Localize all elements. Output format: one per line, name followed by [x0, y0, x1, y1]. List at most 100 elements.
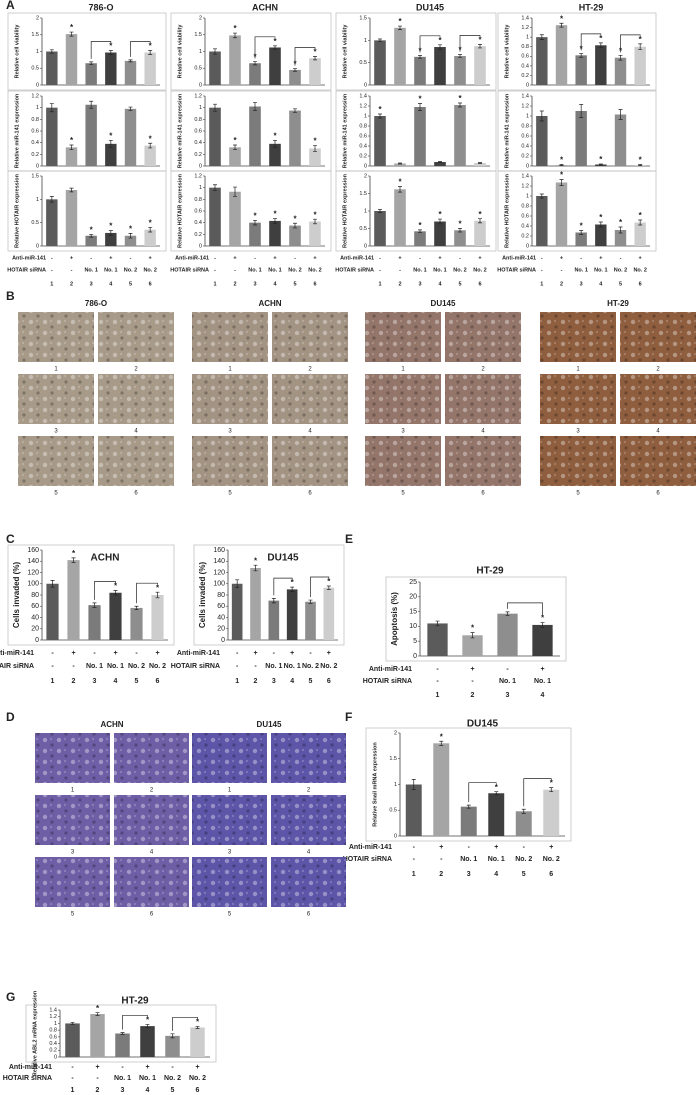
bar: [575, 232, 587, 246]
bar: [405, 784, 422, 836]
significance-mark: *: [478, 210, 482, 219]
chart-frame: [335, 170, 497, 252]
significance-mark: *: [109, 42, 113, 51]
condition-cell: No. 2: [320, 663, 337, 670]
y-tick-label: 1: [199, 185, 202, 191]
condition-cell: No. 2: [453, 267, 466, 273]
chart-title: 786-O: [88, 2, 113, 12]
lane-number: 4: [109, 281, 113, 287]
condition-cell: +: [540, 666, 544, 673]
y-tick-label: 0.8: [521, 123, 529, 129]
micrograph-label: 2: [134, 367, 138, 373]
bracket: [507, 602, 543, 615]
bar: [595, 45, 607, 85]
condition-label: Anti-miR-141: [177, 650, 220, 657]
lane-number: 3: [580, 281, 583, 287]
y-tick-label: 0.5: [359, 60, 367, 66]
condition-cell: No. 1: [86, 663, 103, 670]
y-axis-label: Relative miR-141 expression: [14, 93, 20, 168]
error-bar: [293, 222, 297, 229]
bar: [249, 106, 261, 166]
error-bar: [70, 1022, 75, 1025]
y-tick-label: 0.5: [31, 66, 39, 72]
lane-number: 1: [50, 281, 53, 287]
lane-number: 1: [71, 1087, 75, 1094]
y-tick-label: 80: [217, 592, 225, 599]
y-tick-label: 0: [36, 82, 39, 88]
error-bar: [435, 620, 440, 627]
y-axis-label: Relative Snail mRNA expression: [372, 742, 378, 827]
error-bar: [313, 145, 317, 152]
micrograph-label: 3: [228, 850, 232, 856]
error-bar: [579, 53, 584, 58]
error-bar: [128, 106, 133, 111]
micrograph-texture: [272, 312, 348, 362]
y-tick-label: 0.6: [359, 133, 367, 139]
y-tick-label: 0: [199, 82, 202, 88]
y-tick-label: 0: [199, 163, 202, 169]
error-bar: [378, 113, 382, 119]
lane-number: 4: [541, 692, 545, 699]
y-tick-label: 0.4: [31, 140, 39, 146]
bar: [474, 163, 486, 166]
condition-cell: -: [51, 650, 54, 657]
condition-cell: +: [549, 844, 553, 851]
y-tick-label: 1.2: [194, 173, 202, 179]
bracket: [468, 782, 497, 803]
y-tick-label: 0.2: [521, 73, 529, 79]
bar: [46, 199, 58, 246]
condition-cell: +: [438, 255, 441, 261]
bar: [65, 34, 78, 85]
condition-label: HOTAIR siRNA: [363, 678, 412, 685]
error-bar: [618, 109, 623, 120]
chart-title: DU145: [416, 2, 444, 12]
lane-number: 4: [114, 678, 118, 685]
significance-mark: *: [70, 136, 74, 145]
y-tick-label: 1.2: [521, 25, 529, 31]
y-axis-label: Apoptosis (%): [390, 592, 399, 646]
significance-mark: *: [273, 131, 277, 140]
y-tick-label: 1.5: [31, 173, 39, 179]
micrograph-label: 3: [71, 850, 75, 856]
y-axis-label: Relative miR-141 expression: [177, 93, 183, 168]
micrograph-label: 4: [134, 429, 138, 435]
y-tick-label: 1.5: [194, 32, 202, 38]
bar: [474, 46, 486, 85]
error-bar: [213, 184, 217, 191]
condition-cell: -: [93, 650, 96, 657]
micrograph-label: 1: [71, 788, 75, 794]
significance-mark: *: [70, 23, 74, 32]
error-bar: [539, 110, 544, 122]
condition-cell: +: [70, 255, 73, 261]
y-tick-label: 0: [526, 82, 529, 88]
significance-mark: *: [233, 136, 237, 145]
y-tick-label: 0.5: [31, 220, 39, 226]
bracket: [122, 1015, 148, 1030]
y-tick-label: 0: [54, 1054, 57, 1060]
bar: [536, 116, 548, 166]
y-axis-label: Relative cell viability: [14, 24, 20, 79]
y-tick-label: 0: [526, 163, 529, 169]
condition-cell: No. 2: [515, 856, 532, 863]
condition-label: HOTAIR siRNA: [170, 267, 209, 273]
condition-cell: -: [294, 255, 296, 261]
micrograph-label: 2: [307, 788, 311, 794]
micrograph-title: HT-29: [607, 299, 629, 308]
lane-number: 5: [619, 281, 622, 287]
error-bar: [470, 632, 475, 639]
significance-mark: *: [560, 14, 564, 23]
bar: [614, 114, 627, 166]
condition-cell: -: [254, 663, 257, 670]
error-bar: [398, 186, 402, 193]
bar: [309, 148, 321, 166]
significance-mark: *: [90, 225, 94, 234]
significance-mark: *: [398, 178, 402, 187]
y-tick-label: 0.4: [49, 1041, 57, 1047]
error-bar: [148, 50, 153, 55]
condition-cell: -: [413, 844, 416, 851]
micrograph-title: ACHN: [258, 299, 281, 308]
error-bar: [458, 228, 462, 233]
error-bar: [293, 108, 297, 113]
error-bar: [95, 1012, 100, 1016]
condition-label: HOTAIR siRNA: [343, 856, 392, 863]
